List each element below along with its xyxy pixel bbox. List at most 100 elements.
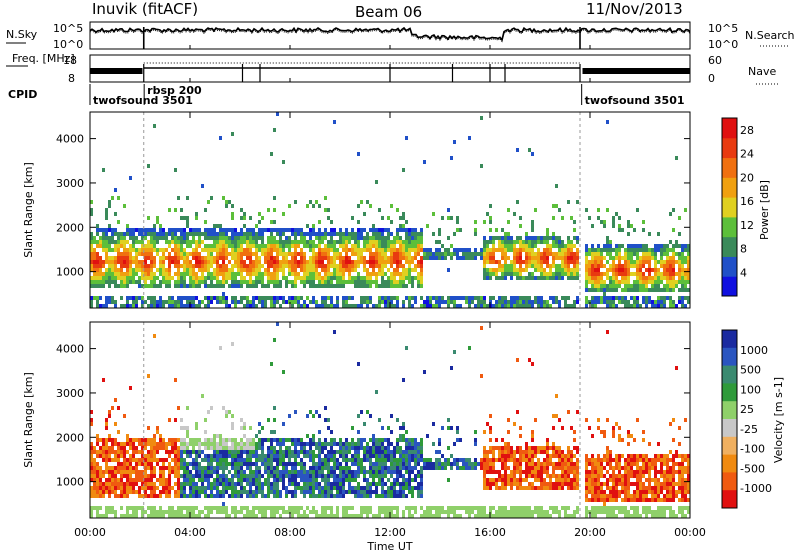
power-cell [549, 264, 552, 268]
velocity-cell [300, 490, 303, 494]
power-cell [261, 240, 264, 244]
velocity-cell [213, 482, 216, 486]
velocity-cell [168, 510, 171, 514]
power-cell [609, 256, 612, 260]
velocity-cell [492, 514, 495, 518]
velocity-cell [282, 454, 285, 458]
power-cell [489, 228, 492, 232]
power-cell [366, 304, 369, 308]
power-cell [207, 304, 210, 308]
velocity-cell [438, 506, 441, 510]
power-cell [90, 244, 93, 248]
power-cell [504, 240, 507, 244]
power-cell [177, 300, 180, 304]
velocity-cell [408, 450, 411, 454]
power-cell [180, 300, 183, 304]
power-cell [570, 248, 573, 252]
velocity-cell [105, 462, 108, 466]
velocity-cell [120, 442, 123, 446]
velocity-cell [381, 506, 384, 510]
power-cell [552, 236, 555, 240]
velocity-cell [123, 442, 126, 446]
power-cell [597, 296, 600, 300]
power-cell [681, 268, 684, 272]
power-cell [642, 228, 645, 232]
velocity-cell [297, 514, 300, 518]
velocity-cell [90, 446, 93, 450]
velocity-cell [519, 454, 522, 458]
power-cell [102, 244, 105, 248]
power-cell [219, 240, 222, 244]
power-cell [249, 244, 252, 248]
velocity-cell [117, 454, 120, 458]
power-cell [531, 256, 534, 260]
velocity-cell [135, 470, 138, 474]
power-cell [405, 284, 408, 288]
velocity-cell [231, 426, 234, 430]
power-cell [255, 264, 258, 268]
power-cell [552, 240, 555, 244]
velocity-cell [285, 466, 288, 470]
power-cell [390, 300, 393, 304]
power-cell [684, 248, 687, 252]
velocity-cell [435, 510, 438, 514]
velocity-cell [243, 446, 246, 450]
power-cell [96, 232, 99, 236]
power-cell [360, 236, 363, 240]
velocity-cell [324, 482, 327, 486]
velocity-cell [390, 490, 393, 494]
power-cell [303, 300, 306, 304]
velocity-cell [342, 458, 345, 462]
velocity-cell [264, 510, 267, 514]
power-cell [273, 128, 276, 132]
velocity-cell [195, 506, 198, 510]
velocity-cell [249, 486, 252, 490]
power-cell [162, 268, 165, 272]
power-cell [123, 244, 126, 248]
velocity-cell [246, 442, 249, 446]
velocity-cell [138, 458, 141, 462]
velocity-cell [123, 446, 126, 450]
power-cell [591, 264, 594, 268]
velocity-cell [513, 514, 516, 518]
power-cell [330, 296, 333, 300]
power-cell [507, 272, 510, 276]
power-cell [618, 228, 621, 232]
velocity-cell [327, 462, 330, 466]
power-cell [123, 280, 126, 284]
power-cell [564, 264, 567, 268]
power-cell [444, 248, 447, 252]
velocity-cell [120, 462, 123, 466]
velocity-cell [99, 446, 102, 450]
velocity-cell [336, 466, 339, 470]
velocity-cell [543, 482, 546, 486]
power-cell [531, 272, 534, 276]
power-cell [564, 248, 567, 252]
power-cell [186, 196, 189, 200]
power-cell [207, 236, 210, 240]
power-cell [666, 284, 669, 288]
velocity-cell [201, 510, 204, 514]
power-cell [144, 256, 147, 260]
velocity-cell [168, 482, 171, 486]
power-cell [660, 252, 663, 256]
velocity-cell [252, 494, 255, 498]
velocity-cell [180, 462, 183, 466]
power-cell [345, 240, 348, 244]
power-cell [204, 244, 207, 248]
velocity-cell [231, 466, 234, 470]
power-cell [309, 284, 312, 288]
power-cell [258, 220, 261, 224]
velocity-cell [129, 474, 132, 478]
power-cell [381, 252, 384, 256]
power-cell [576, 276, 579, 280]
velocity-cell [276, 482, 279, 486]
power-cell [282, 296, 285, 300]
velocity-cell [168, 514, 171, 518]
power-cell [90, 256, 93, 260]
velocity-cell [420, 514, 423, 518]
velocity-cell [327, 482, 330, 486]
power-cell [342, 264, 345, 268]
power-cell [273, 236, 276, 240]
power-cell [465, 256, 468, 260]
